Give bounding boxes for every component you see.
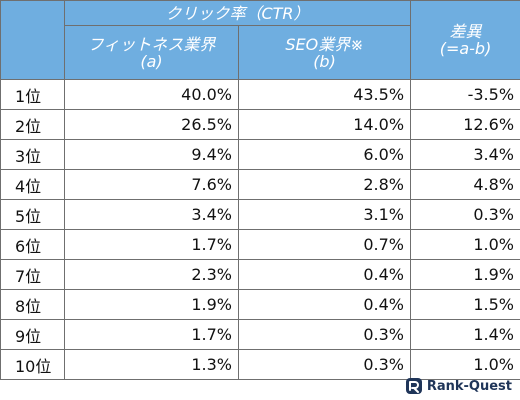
fitness-ctr-cell: 1.3% <box>64 349 239 380</box>
seo-ctr-cell: 3.1% <box>237 199 412 230</box>
seo-ctr-cell: 14.0% <box>237 109 412 140</box>
fitness-header-line2: (a) <box>140 51 163 71</box>
seo-ctr-cell: 0.3% <box>237 349 412 380</box>
diff-cell: 4.8% <box>410 169 520 200</box>
seo-ctr-cell: 43.5% <box>237 79 412 110</box>
header-row-1: クリック率（CTR） 差異 (=a-b) <box>0 0 520 80</box>
diff-cell: 1.5% <box>410 289 520 320</box>
diff-cell: 1.4% <box>410 319 520 350</box>
seo-ctr-cell: 6.0% <box>237 139 412 170</box>
rank-cell: 10位 <box>0 349 65 380</box>
ctr-comparison-table: クリック率（CTR） 差異 (=a-b) フィットネス業界 (a) SEO業界※… <box>0 0 520 380</box>
seo-header-line1: SEO業界※ <box>285 34 364 54</box>
diff-cell: -3.5% <box>410 79 520 110</box>
diff-cell: 0.3% <box>410 199 520 230</box>
rank-cell: 2位 <box>0 109 65 140</box>
rank-cell: 4位 <box>0 169 65 200</box>
seo-ctr-cell: 0.4% <box>237 259 412 290</box>
fitness-ctr-cell: 2.3% <box>64 259 239 290</box>
logo-text: Rank-Quest <box>426 378 512 394</box>
diff-cell: 1.0% <box>410 229 520 260</box>
rank-cell: 1位 <box>0 79 65 110</box>
diff-cell: 1.0% <box>410 349 520 380</box>
table-row: 7位 2.3% 0.4% 1.9% <box>0 259 520 290</box>
fitness-ctr-cell: 9.4% <box>64 139 239 170</box>
fitness-ctr-cell: 7.6% <box>64 169 239 200</box>
diff-header: 差異 (=a-b) <box>410 0 520 80</box>
table-row: 10位 1.3% 0.3% 1.0% <box>0 349 520 380</box>
rank-cell: 9位 <box>0 319 65 350</box>
diff-cell: 3.4% <box>410 139 520 170</box>
fitness-ctr-cell: 26.5% <box>64 109 239 140</box>
fitness-ctr-cell: 1.7% <box>64 319 239 350</box>
seo-ctr-cell: 0.4% <box>237 289 412 320</box>
diff-cell: 12.6% <box>410 109 520 140</box>
fitness-header-line1: フィットネス業界 <box>87 34 216 54</box>
table-row: 8位 1.9% 0.4% 1.5% <box>0 289 520 320</box>
seo-ctr-cell: 0.7% <box>237 229 412 260</box>
rank-cell: 5位 <box>0 199 65 230</box>
rank-cell: 8位 <box>0 289 65 320</box>
fitness-ctr-cell: 40.0% <box>64 79 239 110</box>
fitness-ctr-cell: 1.9% <box>64 289 239 320</box>
diff-cell: 1.9% <box>410 259 520 290</box>
corner-cell <box>0 0 65 80</box>
fitness-ctr-cell: 3.4% <box>64 199 239 230</box>
seo-header-line2: (b) <box>313 51 336 71</box>
ctr-group-header: クリック率（CTR） <box>63 0 412 26</box>
fitness-ctr-cell: 1.7% <box>64 229 239 260</box>
table-row: 9位 1.7% 0.3% 1.4% <box>0 319 520 350</box>
rank-quest-logo-icon <box>405 378 422 394</box>
table-row: 1位 40.0% 43.5% -3.5% <box>0 79 520 110</box>
seo-column-header: SEO業界※ (b) <box>237 25 412 80</box>
header-row-2: フィットネス業界 (a) SEO業界※ (b) <box>1 25 520 80</box>
rank-quest-logo: Rank-Quest <box>405 377 512 395</box>
table-row: 4位 7.6% 2.8% 4.8% <box>0 169 520 200</box>
table-row: 6位 1.7% 0.7% 1.0% <box>0 229 520 260</box>
seo-ctr-cell: 0.3% <box>237 319 412 350</box>
rank-cell: 3位 <box>0 139 65 170</box>
rank-cell: 7位 <box>0 259 65 290</box>
diff-header-line2: (=a-b) <box>439 39 492 58</box>
diff-header-line1: 差異 <box>449 22 482 41</box>
table-row: 5位 3.4% 3.1% 0.3% <box>0 199 520 230</box>
table-row: 2位 26.5% 14.0% 12.6% <box>0 109 520 140</box>
table-row: 3位 9.4% 6.0% 3.4% <box>0 139 520 170</box>
fitness-column-header: フィットネス業界 (a) <box>64 25 239 80</box>
seo-ctr-cell: 2.8% <box>237 169 412 200</box>
rank-cell: 6位 <box>0 229 65 260</box>
